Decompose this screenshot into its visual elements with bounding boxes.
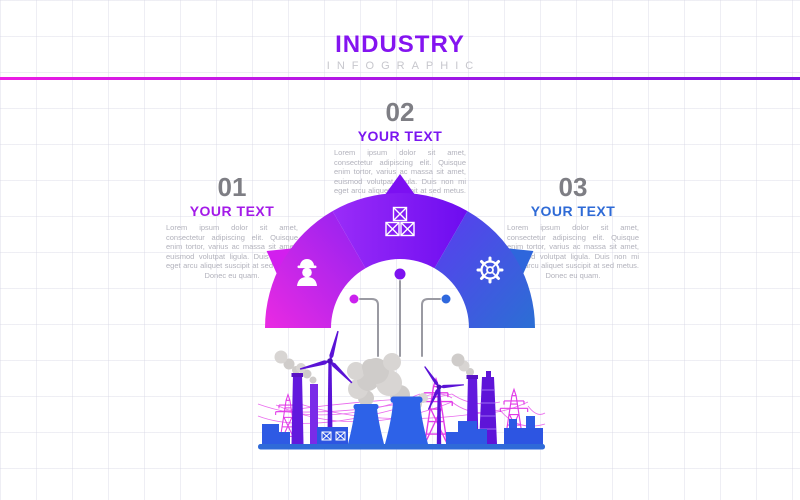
section-01-label: YOUR TEXT bbox=[189, 203, 275, 219]
section-03-body: Lorem ipsum dolor sit amet, consectetur … bbox=[507, 223, 639, 280]
smoke-plumes bbox=[274, 350, 474, 410]
industrial-skyline bbox=[257, 330, 546, 450]
cooling-tower-icon bbox=[348, 396, 428, 444]
ground-line bbox=[258, 444, 545, 450]
connector-lines bbox=[349, 268, 451, 357]
section-01: 01 YOUR TEXT Lorem ipsum dolor sit amet,… bbox=[164, 174, 300, 281]
header: INDUSTRY INFOGRAPHIC bbox=[0, 31, 800, 73]
factory-buildings bbox=[262, 416, 543, 444]
gauge-segment-middle bbox=[332, 193, 468, 269]
section-03-label: YOUR TEXT bbox=[530, 203, 616, 219]
wind-turbine-icon bbox=[299, 330, 465, 444]
section-02-number: 02 bbox=[385, 97, 415, 127]
section-03: 03 YOUR TEXT Lorem ipsum dolor sit amet,… bbox=[505, 174, 641, 281]
page-subtitle: INFOGRAPHIC bbox=[326, 60, 481, 72]
gauge-segment-right bbox=[434, 211, 535, 328]
page-title: INDUSTRY bbox=[335, 31, 465, 58]
worker-icon bbox=[297, 259, 317, 286]
connector-dot-center bbox=[394, 268, 406, 280]
semicircle-gauge bbox=[265, 174, 535, 328]
crates-icon bbox=[385, 206, 415, 237]
section-02-label: YOUR TEXT bbox=[357, 128, 443, 144]
gauge-segment-left bbox=[265, 211, 366, 328]
section-01-body: Lorem ipsum dolor sit amet, consectetur … bbox=[166, 223, 298, 280]
section-03-number: 03 bbox=[558, 172, 588, 202]
connector-dot-left bbox=[349, 294, 359, 304]
section-01-number: 01 bbox=[217, 172, 247, 202]
connector-dot-right bbox=[441, 294, 451, 304]
gradient-divider bbox=[0, 77, 800, 80]
gear-icon bbox=[476, 256, 504, 284]
